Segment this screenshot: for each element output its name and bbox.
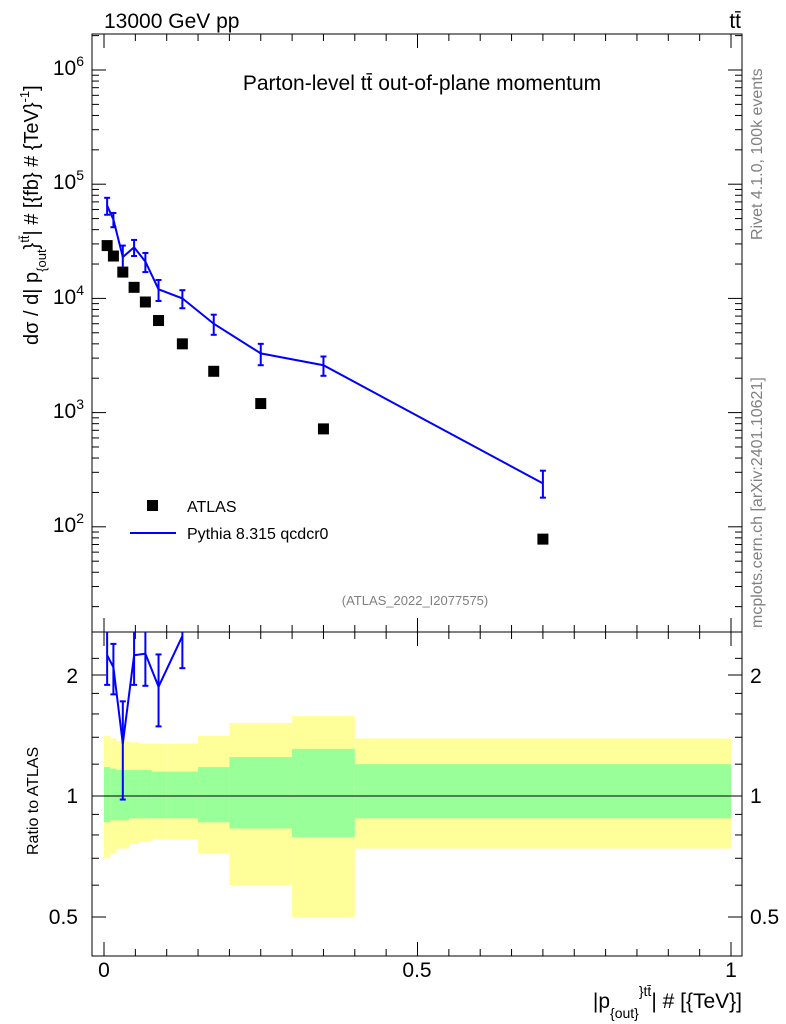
ratio-tick-2-left: 2 [66, 665, 78, 688]
x-tick-labels: 0 0.5 1 [98, 959, 737, 982]
atlas-point [117, 266, 129, 278]
y-tick-1e3: 103 [53, 396, 84, 423]
y-tick-1e2: 102 [53, 510, 84, 537]
atlas-point [107, 250, 119, 262]
y-tick-1e6: 106 [53, 53, 84, 80]
stat-uncertainty-band [166, 771, 199, 819]
ratio-clipped-group [104, 632, 186, 801]
axis-ticks [92, 34, 742, 956]
atlas-point [101, 240, 113, 252]
pythia-series [104, 196, 546, 499]
atlas-point [317, 423, 329, 435]
stat-uncertainty-band [229, 757, 293, 829]
ratio-axis-label: Ratio to ATLAS [25, 747, 42, 855]
legend-atlas-label: ATLAS [187, 499, 237, 516]
y-tick-labels: 106 105 104 103 102 [53, 53, 84, 537]
stat-uncertainty-band [110, 768, 117, 821]
stat-uncertainty-band [139, 770, 152, 819]
ratio-tick-2-right: 2 [750, 665, 762, 688]
ratio-tick-0.5-right: 0.5 [750, 906, 779, 929]
x-axis-label: |p{out}}tt̄| # [{TeV}] [593, 983, 742, 1021]
stat-uncertainty-band [198, 767, 230, 823]
ratio-tick-labels: 2 1 0.5 2 1 0.5 [49, 665, 779, 929]
atlas-series [101, 240, 549, 545]
atlas-point [208, 365, 220, 377]
atlas-point [128, 281, 140, 293]
atlas-point [537, 533, 549, 545]
y-tick-1e5: 105 [53, 167, 84, 194]
y-axis-label: dσ / d| p{out}tt̄| # [{fb} # {TeV}-1] [17, 85, 49, 345]
atlas-point [139, 296, 151, 308]
stat-uncertainty-band [151, 771, 167, 819]
energy-label: 13000 GeV pp [104, 10, 239, 33]
pythia-line [106, 205, 544, 485]
uncertainty-bands [104, 716, 731, 917]
ratio-tick-1-left: 1 [66, 785, 78, 808]
x-tick-0.5: 0.5 [402, 959, 431, 982]
legend: ATLAS Pythia 8.315 qcdcr0 [130, 499, 329, 543]
ratio-tick-1-right: 1 [750, 785, 762, 808]
atlas-point [176, 338, 188, 350]
chart-title: Parton-level tt̄ out-of-plane momentum [243, 72, 601, 95]
stat-uncertainty-band [292, 748, 355, 838]
x-tick-0: 0 [98, 959, 110, 982]
legend-atlas-marker [147, 500, 158, 511]
stat-uncertainty-band [104, 767, 111, 823]
source-label: mcplots.cern.ch [arXiv:2401.10621] [749, 377, 766, 628]
legend-pythia-label: Pythia 8.315 qcdcr0 [187, 526, 329, 543]
analysis-id: (ATLAS_2022_I2077575) [342, 593, 488, 608]
process-label: tt̄ [729, 10, 741, 33]
stat-uncertainty-band [129, 770, 140, 819]
atlas-point [153, 315, 165, 327]
x-tick-1: 1 [725, 959, 737, 982]
ratio-tick-0.5-left: 0.5 [49, 906, 78, 929]
stat-uncertainty-band [354, 764, 731, 819]
ratio-series [104, 632, 186, 801]
y-tick-1e4: 104 [53, 282, 84, 309]
rivet-label: Rivet 4.1.0, 100k events [749, 68, 766, 240]
atlas-point [255, 398, 267, 410]
